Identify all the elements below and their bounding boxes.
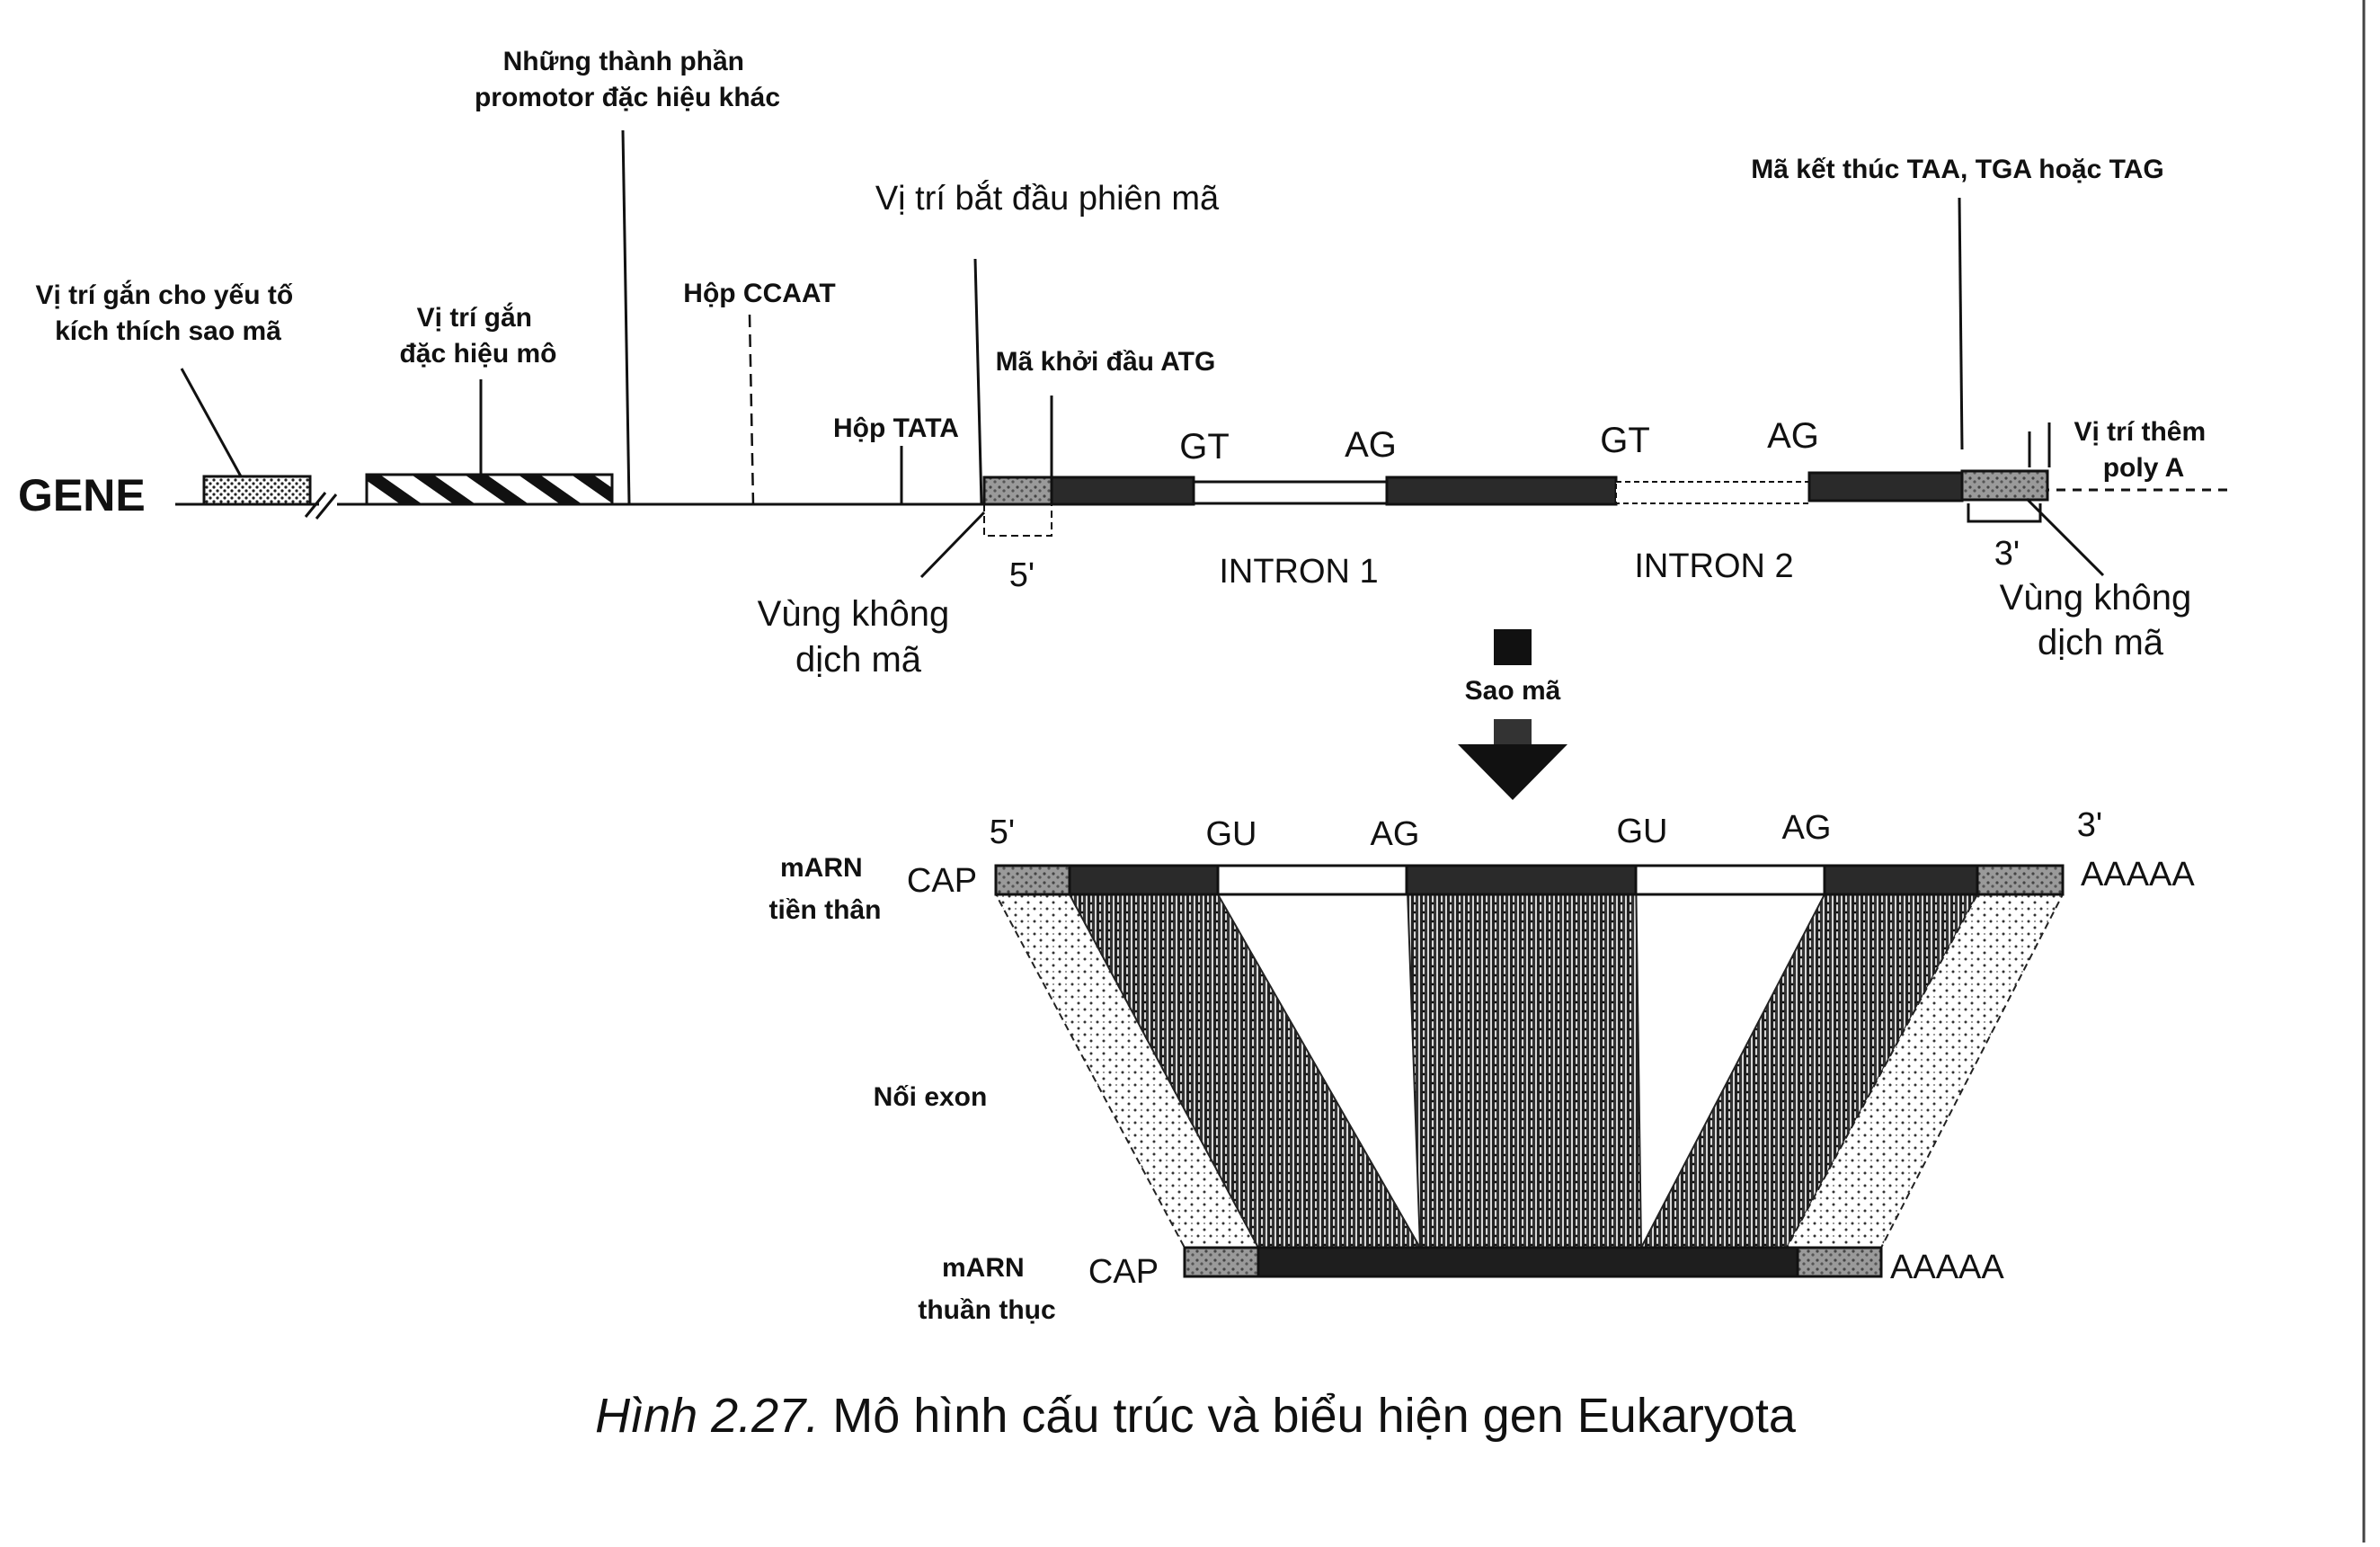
pre-mrna-exon-1: [1068, 864, 1220, 896]
promoter-elements-pointer: [621, 129, 631, 505]
pre-mrna-gu1: GU: [1206, 815, 1257, 853]
utr-right-label: Vùng không dịch mã: [2000, 578, 2202, 662]
ag1-label: AG: [1345, 425, 1397, 465]
stop-codon-pointer: [1958, 197, 1964, 450]
exon-2: [1385, 476, 1618, 506]
pre-mrna-three-prime: 3': [2077, 806, 2102, 844]
pre-mrna-utr3: [1976, 864, 2065, 896]
figure-caption: Hình 2.27. Mô hình cấu trúc và biểu hiện…: [595, 1389, 1797, 1443]
pre-mrna-ag2: AG: [1782, 809, 1832, 847]
intron-1-label: INTRON 1: [1219, 553, 1378, 591]
exon-3: [1807, 471, 1964, 502]
utr-5-bracket: [983, 504, 1052, 537]
pre-mrna-utr5: [994, 864, 1071, 896]
pre-mrna-intron-1: [1216, 864, 1408, 896]
gt2-label: GT: [1600, 421, 1650, 460]
mature-mrna-cap: CAP: [1088, 1253, 1159, 1291]
tata-label: Hộp TATA: [833, 413, 959, 443]
gene-body: [982, 469, 2049, 506]
gene-label: GENE: [18, 470, 146, 520]
tissue-site-label: Vị trí gắn đặc hiệu mô: [399, 302, 556, 369]
mature-mrna-coding: [1257, 1246, 1799, 1278]
pre-mrna-polya: AAAAA: [2081, 856, 2195, 894]
mature-mrna-polya: AAAAA: [1890, 1249, 2004, 1286]
mature-mrna-bar: [1183, 1246, 1883, 1278]
transcription-start-pointer: [973, 258, 983, 505]
utr-3-segment: [1960, 469, 2049, 502]
splicing-label: Nối exon: [874, 1082, 988, 1112]
tissue-site-box: [365, 473, 614, 506]
pre-mrna-intron-2: [1634, 864, 1826, 896]
transcription-start-label: Vị trí bắt đầu phiên mã: [875, 179, 1220, 218]
connector-exon2: [1405, 865, 1643, 1249]
utr-5-segment: [982, 476, 1053, 506]
five-prime-label: 5': [1009, 556, 1035, 594]
ccaat-pointer: [748, 314, 755, 505]
figure-number: Hình 2.27.: [595, 1389, 819, 1443]
mature-mrna-utr5: [1183, 1246, 1260, 1278]
mature-mrna-utr3: [1796, 1246, 1883, 1278]
stimulus-site-box: [202, 475, 312, 506]
ccaat-label: Hộp CCAAT: [683, 279, 835, 308]
splicing-connectors: [994, 865, 2065, 1249]
stop-codon-label: Mã kết thúc TAA, TGA hoặc TAG: [1751, 155, 2163, 184]
transcription-arrow: [1458, 629, 1567, 800]
intron-2-label: INTRON 2: [1634, 547, 1793, 585]
pre-mrna-label: mARN tiền thân: [769, 853, 882, 925]
promoter-elements-label: Những thành phần promotor đặc hiệu khác: [475, 47, 780, 112]
intron-1-segment: [1192, 480, 1389, 505]
stimulus-site-pointer: [180, 368, 243, 477]
exon-1: [1050, 476, 1195, 506]
pre-mrna-exon-3: [1823, 864, 1979, 896]
utr-3-bracket: [1967, 503, 2042, 523]
start-codon-label: Mã khởi đầu ATG: [996, 347, 1216, 377]
pre-mrna-gu2: GU: [1617, 813, 1668, 850]
ag2-label: AG: [1767, 416, 1819, 456]
utr-right-pointer: [2025, 497, 2105, 577]
polya-site-label: Vị trí thêm poly A: [2074, 417, 2213, 483]
pre-mrna-cap: CAP: [907, 862, 977, 900]
three-prime-label: 3': [1994, 535, 2020, 573]
figure-title: Mô hình cấu trúc và biểu hiện gen Eukary…: [832, 1389, 1797, 1443]
mature-mrna-label: mARN thuần thục: [918, 1253, 1055, 1325]
utr-left-pointer: [919, 511, 986, 579]
intron-2-segment: [1615, 481, 1810, 504]
pre-mrna-bar: [994, 864, 2065, 896]
stimulus-site-label: Vị trí gắn cho yếu tố kích thích sao mã: [35, 280, 300, 346]
pre-mrna-exon-2: [1405, 864, 1638, 896]
pre-mrna-five-prime: 5': [990, 814, 1015, 851]
transcription-label: Sao mã: [1465, 676, 1561, 706]
pre-mrna-ag1: AG: [1371, 815, 1420, 853]
utr-left-label: Vùng không dịch mã: [758, 594, 960, 680]
gt1-label: GT: [1179, 427, 1230, 467]
